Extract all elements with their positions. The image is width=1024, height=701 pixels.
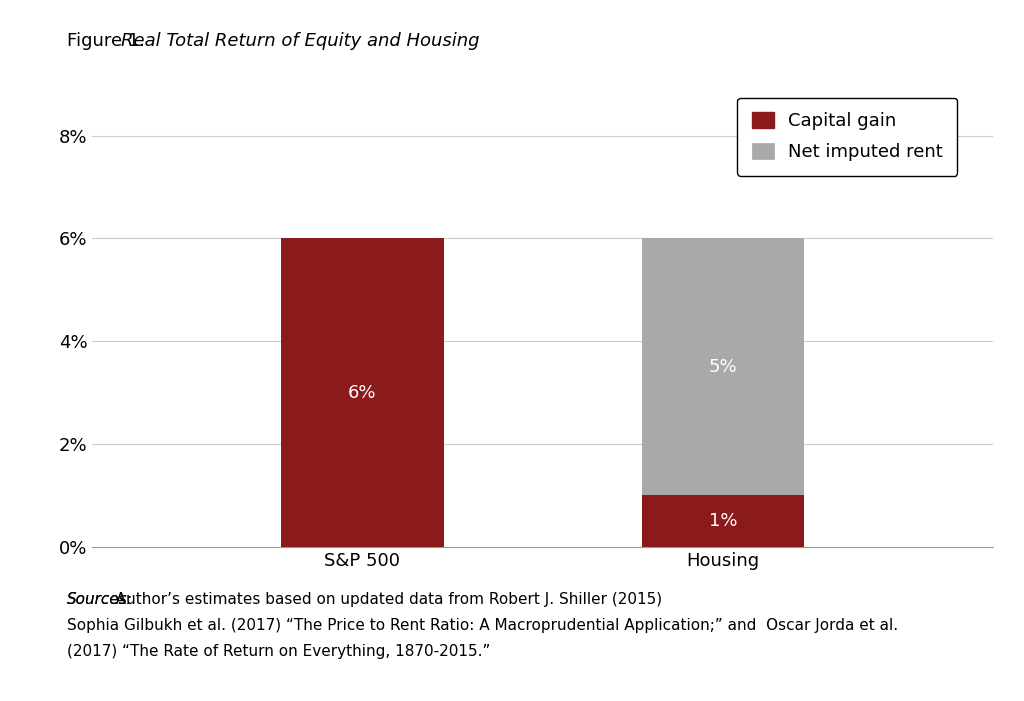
Text: 1%: 1% [709, 512, 737, 530]
Text: Sources:: Sources: [67, 592, 132, 607]
Text: (2017) “The Rate of Return on Everything, 1870-2015.”: (2017) “The Rate of Return on Everything… [67, 644, 489, 658]
Text: Sources:  Author’s estimates based on updated data from Robert J. Shiller (2015): Sources: Author’s estimates based on upd… [67, 592, 956, 607]
Bar [642, 238, 804, 496]
Text: Sophia Gilbukh et al. (2017) “The Price to Rent Ratio: A Macroprudential Applica: Sophia Gilbukh et al. (2017) “The Price … [67, 618, 898, 633]
Legend: Capital gain, Net imputed rent: Capital gain, Net imputed rent [737, 97, 957, 176]
Text: Real Total Return of Equity and Housing: Real Total Return of Equity and Housing [121, 32, 479, 50]
Text: Figure 1.: Figure 1. [67, 32, 151, 50]
Text: 5%: 5% [709, 358, 737, 376]
Text: Sources:: Sources: [67, 592, 132, 607]
Bar [282, 238, 443, 547]
Bar [642, 496, 804, 547]
Text: 6%: 6% [348, 383, 377, 402]
Text: Author’s estimates based on updated data from Robert J. Shiller (2015): Author’s estimates based on updated data… [67, 592, 667, 607]
